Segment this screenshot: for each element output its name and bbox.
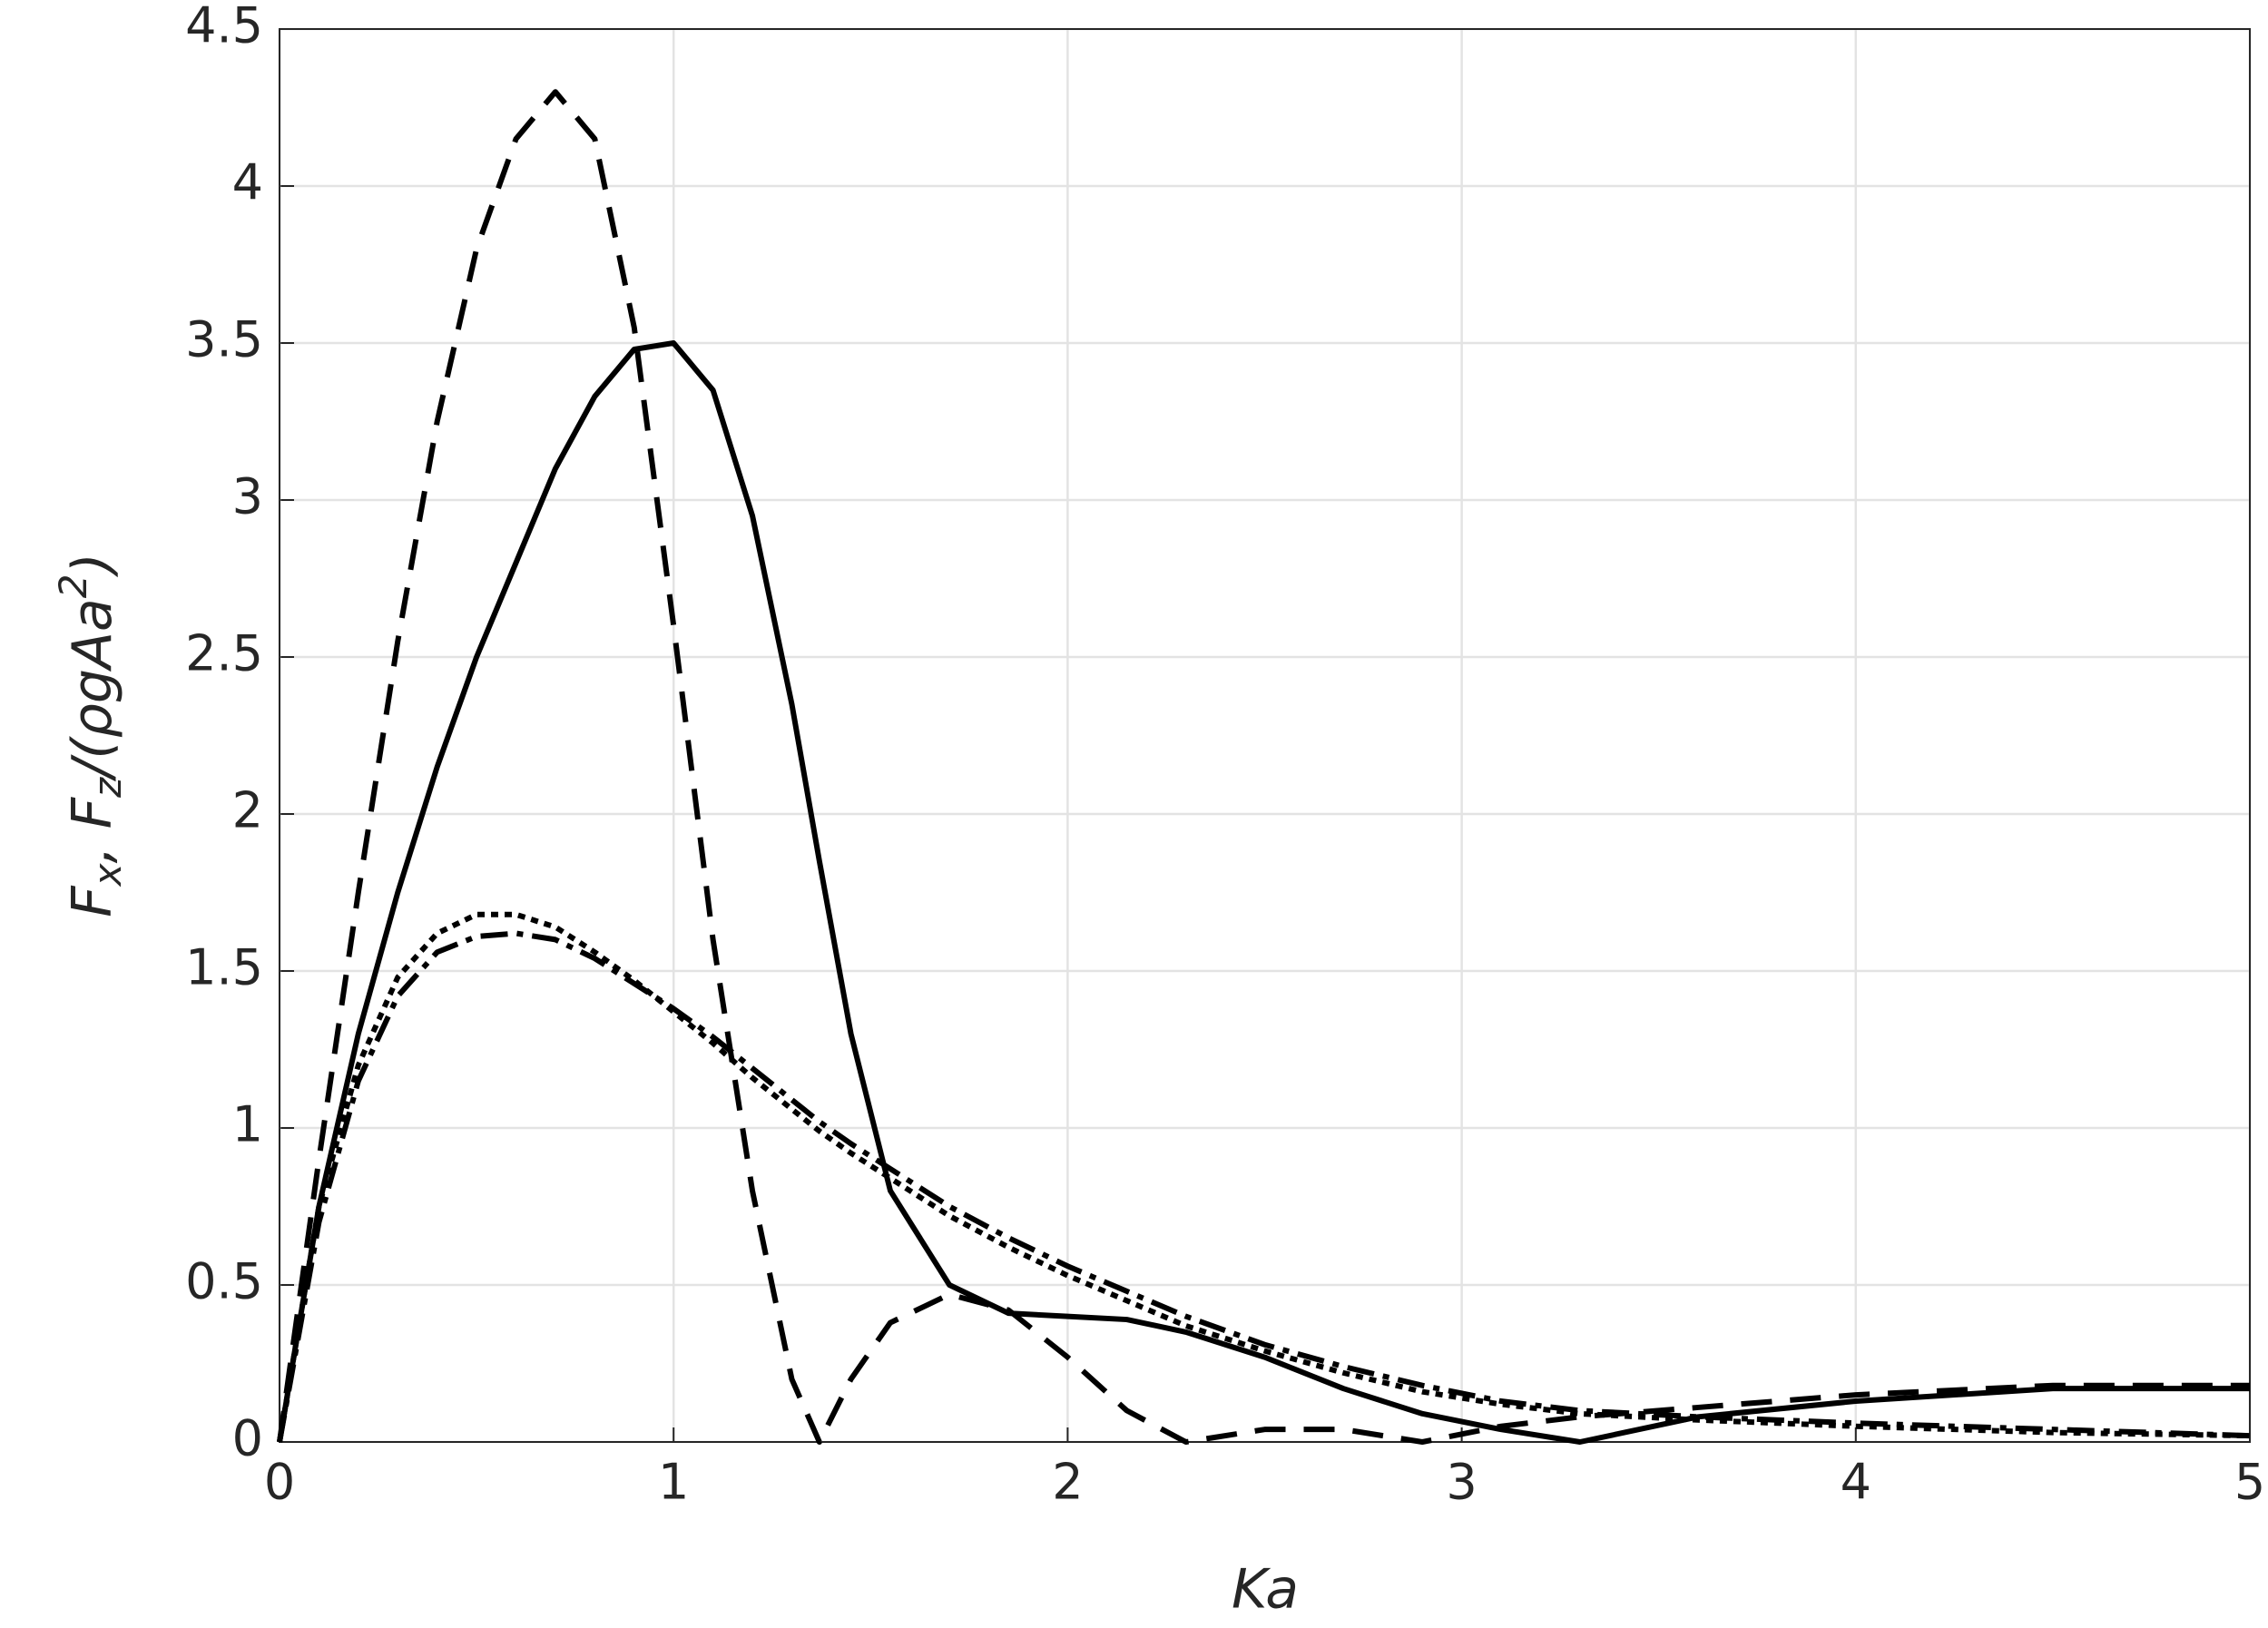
y-tick-label: 3.5 xyxy=(185,311,263,368)
y-label-part: F xyxy=(61,885,124,917)
x-axis-label: Ka xyxy=(1232,1558,1299,1622)
y-tick-label: 0.5 xyxy=(185,1253,263,1310)
y-label-part: x xyxy=(85,862,130,888)
y-label-part: /( xyxy=(61,736,124,782)
x-tick-label: 1 xyxy=(658,1454,689,1511)
x-tick-label: 5 xyxy=(2234,1454,2265,1511)
y-tick-label: 2.5 xyxy=(185,625,263,682)
plot-frame xyxy=(279,28,2251,1443)
y-label-part: 2 xyxy=(51,574,95,598)
y-tick-label: 4.5 xyxy=(185,0,263,54)
y-tick-label: 1.5 xyxy=(185,939,263,996)
series-line xyxy=(277,930,2251,1443)
series-line xyxy=(277,340,2250,1445)
y-tick-label: 1 xyxy=(232,1096,263,1153)
x-tick-label: 4 xyxy=(1841,1454,1871,1511)
x-tick-label: 2 xyxy=(1052,1454,1083,1511)
y-axis-label: Fx, Fz/(ρgAa2) xyxy=(51,553,130,917)
y-tick-label: 2 xyxy=(232,782,263,839)
y-tick-label: 0 xyxy=(232,1410,263,1467)
y-label-part: , F xyxy=(61,796,124,863)
y-label-part: ) xyxy=(61,553,124,577)
series-line xyxy=(277,89,2250,1445)
y-label-part: gAa xyxy=(61,598,124,703)
y-tick-label: 4 xyxy=(232,154,263,211)
y-label-part: ρ xyxy=(61,703,124,738)
y-tick-label: 3 xyxy=(232,468,263,525)
y-label-part: z xyxy=(85,777,130,799)
plot-area xyxy=(280,29,2250,1442)
x-tick-label: 3 xyxy=(1446,1454,1477,1511)
series-line xyxy=(277,911,2251,1443)
x-tick-label: 0 xyxy=(264,1454,295,1511)
